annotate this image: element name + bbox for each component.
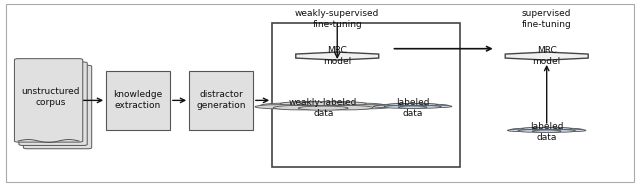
Ellipse shape xyxy=(273,105,326,110)
Text: distractor
generation: distractor generation xyxy=(196,90,246,110)
Ellipse shape xyxy=(384,106,415,108)
Ellipse shape xyxy=(376,104,413,107)
Ellipse shape xyxy=(413,104,449,107)
Ellipse shape xyxy=(508,129,536,132)
Ellipse shape xyxy=(533,128,560,130)
Ellipse shape xyxy=(280,102,333,106)
Ellipse shape xyxy=(547,128,583,131)
Ellipse shape xyxy=(280,102,366,110)
Ellipse shape xyxy=(522,128,572,132)
FancyBboxPatch shape xyxy=(189,71,253,130)
Ellipse shape xyxy=(423,105,452,108)
Text: labeled
data: labeled data xyxy=(396,98,429,118)
FancyBboxPatch shape xyxy=(15,59,83,142)
FancyBboxPatch shape xyxy=(106,71,170,130)
Text: unstructured
corpus: unstructured corpus xyxy=(21,87,80,107)
Polygon shape xyxy=(296,52,379,60)
Ellipse shape xyxy=(342,105,391,109)
FancyBboxPatch shape xyxy=(24,65,92,149)
Ellipse shape xyxy=(313,102,366,106)
Ellipse shape xyxy=(557,129,586,132)
Ellipse shape xyxy=(510,128,547,131)
Ellipse shape xyxy=(532,130,561,132)
Text: MRC
model: MRC model xyxy=(532,46,561,66)
Text: weakly-supervised
fine-tuning: weakly-supervised fine-tuning xyxy=(295,9,380,29)
Ellipse shape xyxy=(407,103,438,106)
Text: labeled
data: labeled data xyxy=(530,122,563,142)
Ellipse shape xyxy=(541,127,572,130)
Ellipse shape xyxy=(398,106,427,108)
Ellipse shape xyxy=(300,102,346,106)
Ellipse shape xyxy=(411,106,442,108)
Ellipse shape xyxy=(399,103,426,106)
Text: weakly-labeled
data: weakly-labeled data xyxy=(289,98,357,118)
FancyBboxPatch shape xyxy=(272,23,461,167)
Ellipse shape xyxy=(388,104,438,108)
Ellipse shape xyxy=(518,130,548,132)
Ellipse shape xyxy=(545,130,575,132)
Ellipse shape xyxy=(255,105,305,109)
FancyBboxPatch shape xyxy=(19,62,87,145)
Ellipse shape xyxy=(323,103,387,108)
Text: supervised
fine-tuning: supervised fine-tuning xyxy=(522,9,572,29)
Text: knowledge
extraction: knowledge extraction xyxy=(113,90,163,110)
Ellipse shape xyxy=(388,103,419,106)
Ellipse shape xyxy=(373,105,402,108)
Text: MRC
model: MRC model xyxy=(323,46,351,66)
Ellipse shape xyxy=(298,106,348,110)
Polygon shape xyxy=(505,52,588,60)
Ellipse shape xyxy=(260,103,323,108)
Ellipse shape xyxy=(522,127,552,130)
Ellipse shape xyxy=(320,105,373,110)
